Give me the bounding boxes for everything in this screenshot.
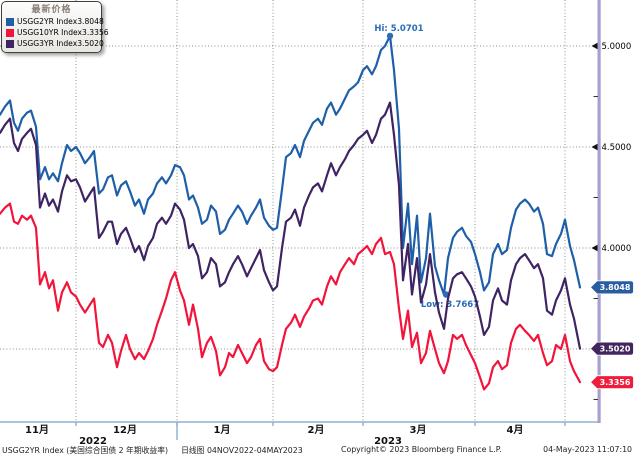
last-price-badge-label: 3.8048 bbox=[600, 283, 631, 292]
legend-item-label: USGG10YR Index bbox=[17, 28, 83, 37]
x-axis-year-label: 2022 bbox=[79, 436, 107, 447]
series-line-usgg2yr bbox=[0, 34, 582, 296]
footer-instrument: USGG2YR Index (美国综合国债 2 年期收益率) bbox=[2, 446, 169, 455]
y-axis-tick-arrow bbox=[591, 42, 598, 50]
x-axis-year-label: 2023 bbox=[374, 436, 402, 447]
x-axis-month-label: 4月 bbox=[507, 424, 524, 436]
y-axis-tick-label: 4.5000 bbox=[602, 143, 632, 153]
usgg10yr-color-swatch bbox=[6, 28, 14, 37]
footer: USGG2YR Index (美国综合国债 2 年期收益率) 日线图 04NOV… bbox=[0, 444, 634, 456]
high-marker-dot bbox=[386, 32, 394, 40]
y-axis-tick-label: 5.0000 bbox=[602, 42, 632, 52]
y-axis-tick-arrow bbox=[591, 244, 598, 252]
series-line-usgg10yr bbox=[0, 202, 582, 391]
legend-item-value: 3.8048 bbox=[77, 17, 104, 26]
x-axis-month-label: 1月 bbox=[214, 424, 231, 436]
x-axis-month-label: 11月 bbox=[25, 424, 49, 436]
high-annotation: Hi: 5.0701 bbox=[374, 24, 423, 34]
legend-item-value: 3.5020 bbox=[77, 39, 104, 48]
footer-left: USGG2YR Index (美国综合国债 2 年期收益率) 日线图 04NOV… bbox=[2, 445, 303, 456]
legend-title: 最新价格 bbox=[31, 5, 72, 15]
legend-item-label: USGG2YR Index bbox=[17, 17, 78, 26]
legend-item-value: 3.3356 bbox=[82, 28, 109, 37]
footer-timestamp: 04-May-2023 11:07:10 bbox=[543, 445, 632, 454]
footer-copyright: Copyright© 2023 Bloomberg Finance L.P. bbox=[341, 445, 502, 454]
legend-item-label: USGG3YR Index bbox=[17, 39, 78, 48]
y-axis-tick-arrow bbox=[591, 143, 598, 151]
usgg2yr-color-swatch bbox=[6, 17, 14, 26]
y-axis-tick-label: 4.0000 bbox=[602, 244, 632, 254]
x-axis-month-label: 12月 bbox=[113, 424, 137, 436]
last-price-badge-label: 3.3356 bbox=[600, 378, 631, 387]
last-price-badge-label: 3.5020 bbox=[600, 344, 631, 353]
x-axis-month-label: 2月 bbox=[308, 424, 325, 436]
series-line-usgg3yr bbox=[0, 101, 582, 350]
footer-chart-type-period: 日线图 04NOV2022-04MAY2023 bbox=[181, 446, 303, 455]
legend-item-usgg2yr: USGG2YR Index 3.8048 bbox=[6, 16, 104, 27]
legend-item-usgg10yr: USGG10YR Index 3.3356 bbox=[6, 27, 109, 38]
x-axis-month-label: 3月 bbox=[410, 424, 427, 436]
low-annotation: Low: 3.7667 bbox=[421, 300, 479, 310]
right-axis-bar bbox=[597, 0, 601, 423]
usgg3yr-color-swatch bbox=[6, 39, 14, 48]
legend-item-usgg3yr: USGG3YR Index 3.5020 bbox=[6, 38, 104, 49]
legend-box[interactable]: 最新价格 USGG2YR Index 3.8048 USGG10YR Index… bbox=[1, 1, 109, 53]
